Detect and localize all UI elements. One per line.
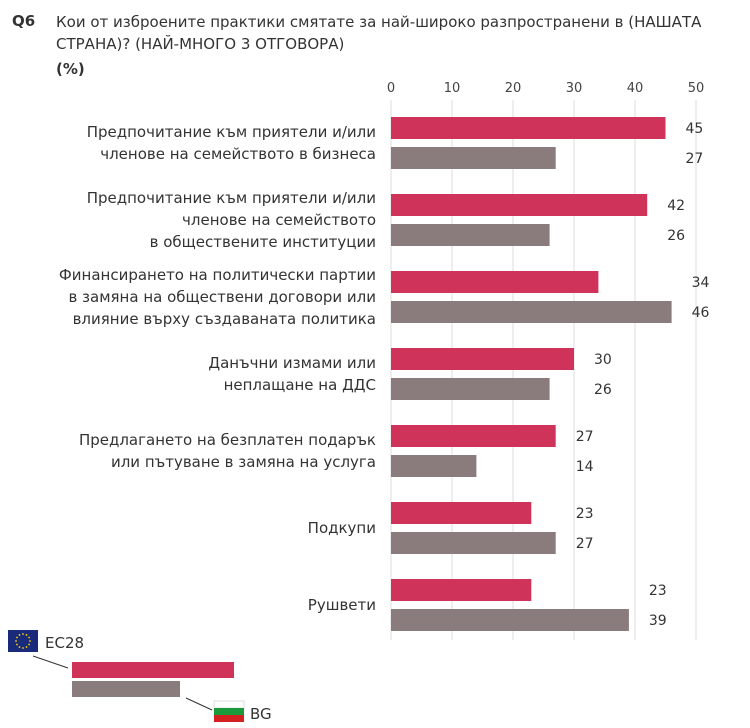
legend-label-bg: BG	[250, 705, 272, 723]
value-label: 45	[686, 121, 704, 137]
category-label: Финансирането на политически партии	[59, 266, 376, 284]
bg-flag-red	[214, 715, 244, 722]
value-label: 27	[576, 429, 594, 445]
category-label: членове на семейството	[182, 211, 376, 229]
category-label: Подкупи	[308, 519, 376, 537]
bg-flag-green	[214, 708, 244, 715]
value-label: 42	[667, 198, 685, 214]
value-label: 26	[594, 382, 612, 398]
value-label: 26	[667, 228, 685, 244]
eu-star-icon	[29, 640, 31, 642]
bar-ec28	[391, 348, 574, 370]
legend-label-ec28: EC28	[45, 634, 84, 652]
eu-star-icon	[28, 636, 30, 639]
unit-label: (%)	[56, 60, 85, 78]
bar-ec28	[391, 425, 556, 447]
bar-bg	[391, 378, 550, 400]
chart-title: Кои от изброените практики смятате за на…	[56, 13, 702, 53]
value-label: 23	[649, 583, 667, 599]
bar-bg	[391, 301, 672, 323]
eu-star-icon	[18, 646, 21, 648]
eu-star-icon	[16, 636, 18, 639]
bar-ec28	[391, 271, 599, 293]
category-label: Предлагането на безплатен подарък	[79, 431, 376, 449]
value-label: 14	[576, 459, 594, 475]
category-label: влияние върху създаваната политика	[73, 310, 376, 328]
category-label: членове на семейството в бизнеса	[100, 145, 376, 163]
x-tick-label: 20	[505, 81, 522, 96]
value-label: 27	[576, 536, 594, 552]
category-label: или пътуване в замяна на услуга	[111, 453, 376, 471]
legend-connector	[32, 655, 69, 669]
legend-connector	[185, 697, 213, 711]
value-label: 30	[594, 352, 612, 368]
bar-ec28	[391, 117, 666, 139]
bar-bg	[391, 455, 477, 477]
eu-star-icon	[25, 634, 28, 636]
value-label: 39	[649, 613, 667, 629]
x-tick-label: 0	[387, 81, 395, 96]
legend-swatch-bg	[72, 681, 180, 697]
legend-swatch-ec28	[72, 662, 234, 678]
bar-ec28	[391, 502, 532, 524]
x-tick-label: 30	[566, 81, 583, 96]
category-label: в замяна на обществени договори или	[68, 288, 376, 306]
question-code: Q6	[12, 12, 36, 30]
value-label: 34	[692, 275, 710, 291]
value-label: 27	[686, 151, 704, 167]
category-label: неплащане на ДДС	[224, 376, 376, 394]
category-label: Данъчни измами или	[208, 354, 376, 372]
bg-flag-icon	[213, 700, 245, 709]
eu-star-icon	[25, 646, 28, 648]
eu-flag-icon	[8, 630, 38, 652]
x-tick-label: 40	[627, 81, 644, 96]
bar-bg	[391, 532, 556, 554]
bar-bg	[391, 224, 550, 246]
eu-star-icon	[18, 634, 21, 636]
bar-ec28	[391, 579, 532, 601]
eu-star-icon	[22, 633, 24, 635]
value-label: 46	[692, 305, 710, 321]
category-label: Предпочитание към приятели и/или	[87, 189, 376, 207]
eu-star-icon	[28, 643, 30, 646]
eu-star-icon	[22, 647, 24, 649]
eu-star-icon	[16, 643, 18, 646]
value-label: 23	[576, 506, 594, 522]
x-tick-label: 50	[688, 81, 705, 96]
eu-star-icon	[15, 640, 17, 642]
bar-bg	[391, 609, 629, 631]
bar-ec28	[391, 194, 648, 216]
x-tick-label: 10	[444, 81, 461, 96]
category-label: в обществените институции	[150, 233, 376, 251]
category-label: Предпочитание към приятели и/или	[87, 123, 376, 141]
category-label: Рушвети	[308, 596, 376, 614]
bar-bg	[391, 147, 556, 169]
